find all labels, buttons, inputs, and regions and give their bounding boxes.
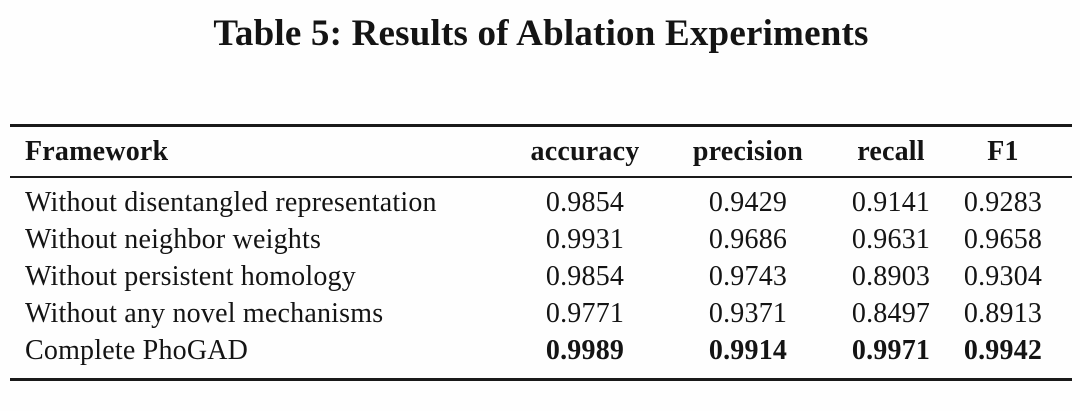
precision-cell: 0.9371: [708, 297, 788, 329]
table-caption: Table 5: Results of Ablation Experiments: [213, 13, 869, 54]
recall-cell: 0.9141: [851, 186, 931, 218]
framework-cell: Without persistent homology: [25, 260, 356, 292]
framework-cell: Without disentangled representation: [25, 186, 437, 218]
framework-cell: Without any novel mechanisms: [25, 297, 384, 329]
precision-cell: 0.9686: [708, 223, 788, 255]
precision-cell: 0.9743: [708, 260, 788, 292]
framework-cell: Complete PhoGAD: [25, 334, 249, 366]
accuracy-cell: 0.9854: [545, 260, 625, 292]
table-row: Without persistent homology 0.9854 0.974…: [10, 258, 1072, 295]
recall-cell: 0.8903: [851, 260, 931, 292]
table-row: Without any novel mechanisms 0.9771 0.93…: [10, 295, 1072, 332]
col-header-recall: recall: [848, 125, 934, 178]
f1-cell: 0.9283: [963, 186, 1043, 218]
col-header-precision: precision: [648, 125, 848, 178]
f1-cell: 0.9304: [963, 260, 1043, 292]
col-header-f1: F1: [934, 125, 1072, 178]
accuracy-cell: 0.9931: [545, 223, 625, 255]
recall-cell: 0.9631: [851, 223, 931, 255]
accuracy-cell: 0.9771: [545, 297, 625, 329]
recall-cell: 0.9971: [851, 334, 931, 366]
accuracy-cell: 0.9989: [545, 334, 625, 366]
framework-cell: Without neighbor weights: [25, 223, 322, 255]
table-row: Without neighbor weights 0.9931 0.9686 0…: [10, 221, 1072, 258]
col-header-framework: Framework: [10, 125, 522, 178]
col-header-accuracy: accuracy: [522, 125, 648, 178]
table-row: Without disentangled representation 0.98…: [10, 177, 1072, 221]
recall-cell: 0.8497: [851, 297, 931, 329]
table-row-complete-phogad: Complete PhoGAD 0.9989 0.9914 0.9971 0.9…: [10, 332, 1072, 380]
f1-cell: 0.8913: [963, 297, 1043, 329]
ablation-results-table: Framework accuracy precision recall F1 W…: [10, 124, 1072, 381]
ablation-table-container: Framework accuracy precision recall F1 W…: [10, 124, 1072, 381]
f1-cell: 0.9658: [963, 223, 1043, 255]
f1-cell: 0.9942: [963, 334, 1043, 366]
header-row: Framework accuracy precision recall F1: [10, 125, 1072, 178]
precision-cell: 0.9914: [708, 334, 788, 366]
accuracy-cell: 0.9854: [545, 186, 625, 218]
precision-cell: 0.9429: [708, 186, 788, 218]
